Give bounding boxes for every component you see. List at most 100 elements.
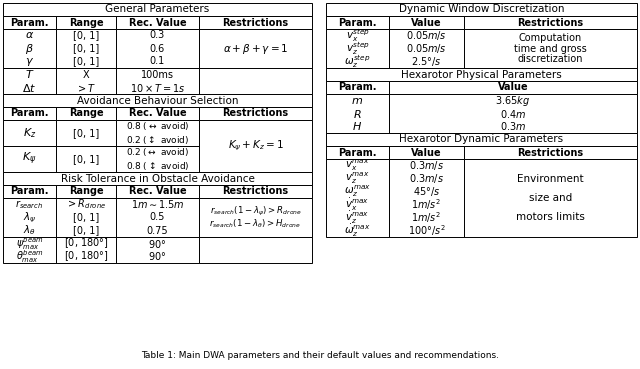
Bar: [389, 29, 464, 68]
Text: 90$°$: 90$°$: [148, 251, 166, 262]
Text: Rec. Value: Rec. Value: [129, 17, 186, 28]
Bar: [464, 159, 637, 237]
Text: Value: Value: [411, 17, 442, 28]
Text: Hexarotor Dynamic Parameters: Hexarotor Dynamic Parameters: [399, 134, 564, 145]
Bar: [116, 185, 199, 198]
Bar: [3, 107, 56, 120]
Text: Param.: Param.: [339, 148, 377, 158]
Bar: [56, 120, 116, 146]
Text: X: X: [83, 69, 90, 79]
Text: [0, 180$°$]: [0, 180$°$]: [63, 249, 108, 263]
Bar: [3, 68, 56, 94]
Text: time and gross: time and gross: [514, 44, 587, 54]
Bar: [326, 29, 389, 68]
Text: Dynamic Window Discretization: Dynamic Window Discretization: [399, 4, 564, 14]
Bar: [3, 237, 56, 263]
Text: $10 \times T = 1s$: $10 \times T = 1s$: [130, 82, 185, 93]
Text: 0.5: 0.5: [150, 213, 165, 223]
Text: $45°/s$: $45°/s$: [413, 185, 440, 198]
Text: [0, 1]: [0, 1]: [73, 31, 99, 41]
Bar: [199, 120, 312, 172]
Text: Restrictions: Restrictions: [517, 148, 584, 158]
Text: 0.2 ($\updownarrow$ avoid): 0.2 ($\updownarrow$ avoid): [126, 134, 189, 145]
Bar: [116, 120, 199, 146]
Text: $\dot{v}^{max}_z$: $\dot{v}^{max}_z$: [346, 209, 369, 225]
Text: 0.75: 0.75: [147, 225, 168, 235]
Bar: [464, 29, 637, 68]
Text: Restrictions: Restrictions: [223, 186, 289, 197]
Text: Param.: Param.: [339, 17, 377, 28]
Bar: [56, 146, 116, 172]
Bar: [116, 16, 199, 29]
Text: $0.3m/s$: $0.3m/s$: [409, 172, 444, 185]
Bar: [389, 146, 464, 159]
Text: $\dot{v}^{max}_x$: $\dot{v}^{max}_x$: [346, 196, 369, 213]
Text: $\psi^{beam}_{max}$: $\psi^{beam}_{max}$: [15, 235, 44, 252]
Text: $\dot{\omega}^{max}_z$: $\dot{\omega}^{max}_z$: [344, 223, 371, 239]
Text: [0, 1]: [0, 1]: [73, 225, 99, 235]
Text: Hexarotor Physical Parameters: Hexarotor Physical Parameters: [401, 69, 562, 79]
Text: $\omega^{step}_z$: $\omega^{step}_z$: [344, 53, 371, 70]
Text: $1m/s^2$: $1m/s^2$: [412, 210, 442, 225]
Text: $\gamma$: $\gamma$: [25, 55, 34, 68]
Bar: [3, 146, 56, 172]
Text: Rec. Value: Rec. Value: [129, 108, 186, 118]
Text: $0.05m/s$: $0.05m/s$: [406, 42, 447, 55]
Text: General Parameters: General Parameters: [106, 4, 210, 14]
Text: Rec. Value: Rec. Value: [129, 186, 186, 197]
Bar: [389, 81, 637, 94]
Text: Param.: Param.: [339, 83, 377, 93]
Text: $r_{search}$: $r_{search}$: [15, 198, 44, 211]
Text: Restrictions: Restrictions: [517, 17, 584, 28]
Text: 0.3: 0.3: [150, 31, 165, 41]
Text: $1m \sim 1.5m$: $1m \sim 1.5m$: [131, 199, 184, 210]
Text: discretization: discretization: [518, 54, 583, 64]
Bar: [326, 159, 389, 237]
Text: Computation: Computation: [519, 33, 582, 43]
Text: 90$°$: 90$°$: [148, 238, 166, 249]
Text: 0.6: 0.6: [150, 44, 165, 54]
Text: $0.3m$: $0.3m$: [500, 121, 526, 132]
Bar: [326, 3, 637, 16]
Text: $R$: $R$: [353, 107, 362, 120]
Text: Range: Range: [68, 108, 103, 118]
Text: 100ms: 100ms: [141, 69, 174, 79]
Bar: [116, 237, 199, 263]
Text: $> R_{drone}$: $> R_{drone}$: [66, 198, 106, 211]
Text: 0.1: 0.1: [150, 56, 165, 66]
Text: $m$: $m$: [351, 96, 364, 106]
Text: Restrictions: Restrictions: [223, 17, 289, 28]
Text: [0, 1]: [0, 1]: [73, 154, 99, 164]
Text: Param.: Param.: [10, 108, 49, 118]
Text: $> T$: $> T$: [76, 82, 96, 93]
Text: $2.5°/s$: $2.5°/s$: [412, 55, 442, 68]
Text: $1m/s^2$: $1m/s^2$: [412, 197, 442, 212]
Text: $v^{max}_x$: $v^{max}_x$: [345, 158, 370, 173]
Text: $100°/s^2$: $100°/s^2$: [408, 223, 445, 238]
Bar: [199, 16, 312, 29]
Bar: [56, 16, 116, 29]
Bar: [326, 146, 389, 159]
Bar: [3, 185, 56, 198]
Text: $\alpha$: $\alpha$: [25, 31, 34, 41]
Bar: [326, 81, 389, 94]
Bar: [326, 16, 389, 29]
Text: $\omega^{max}_z$: $\omega^{max}_z$: [344, 184, 371, 199]
Bar: [464, 146, 637, 159]
Bar: [389, 94, 637, 133]
Bar: [116, 68, 199, 94]
Bar: [116, 107, 199, 120]
Bar: [389, 16, 464, 29]
Text: Param.: Param.: [10, 186, 49, 197]
Text: $0.4m$: $0.4m$: [500, 107, 526, 120]
Text: Avoidance Behaviour Selection: Avoidance Behaviour Selection: [77, 96, 238, 106]
Text: $3.65kg$: $3.65kg$: [495, 93, 531, 107]
Text: $0.05m/s$: $0.05m/s$: [406, 29, 447, 42]
Text: size and: size and: [529, 193, 572, 203]
Bar: [199, 29, 312, 68]
Text: $H$: $H$: [353, 121, 362, 132]
Bar: [3, 94, 312, 107]
Text: $\alpha+\beta+\gamma = 1$: $\alpha+\beta+\gamma = 1$: [223, 41, 288, 55]
Text: 0.8 ($\updownarrow$ avoid): 0.8 ($\updownarrow$ avoid): [125, 159, 189, 172]
Bar: [3, 120, 56, 146]
